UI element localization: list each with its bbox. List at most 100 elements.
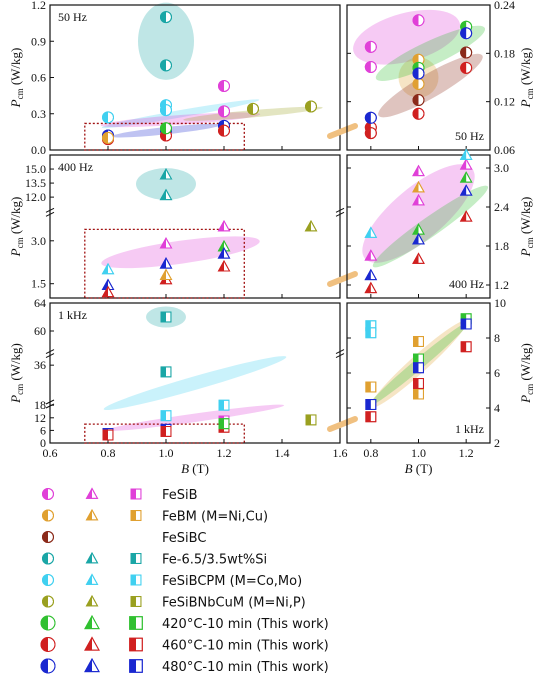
point-fesibcpm [101,262,115,275]
point-fesibcpm [160,104,172,117]
point-fesib [364,61,377,74]
band-fesibcpm [101,99,260,129]
point-t480 [365,399,377,410]
legend-item-febm: FeBM (M=Ni,Cu) [42,508,268,525]
legend-marker [85,487,99,499]
y-tick-label: 4 [494,401,500,415]
legend-label: FeBM (M=Ni,Cu) [162,510,268,525]
point-t480 [460,318,472,330]
legend-marker [42,574,54,586]
point-t460 [217,260,231,272]
y-tick-label: 0 [40,436,46,450]
band-fesibcpm [103,356,287,411]
point-t480 [364,268,378,281]
point-febm [365,381,377,393]
zoom-region [84,228,245,299]
point-t460 [364,281,378,294]
legend-item-fesibcpm: FeSiBCPM (M=Co,Mo) [42,573,302,589]
legend-marker [40,615,56,631]
point-fesibnbcum [247,102,259,115]
band-fesi [138,2,194,80]
point-fesibcpm [364,226,378,238]
point-fesibcpm [102,111,114,124]
point-t460 [364,127,377,140]
x-tick-label: 1.4 [275,446,290,460]
point-fesib [364,249,378,261]
point-t420 [218,418,230,430]
x-axis-label: B (T) [181,461,209,476]
point-fesi [159,188,173,201]
point-t460 [413,378,424,389]
axis-break [45,207,55,217]
point-t460 [160,426,172,437]
point-t480 [364,111,377,124]
point-fesib [412,164,425,177]
legend: FeSiB FeBM (M=Ni,Cu) FeSiBC Fe-6.5/3.5wt%Si… [40,487,329,675]
band-fesibc [378,53,483,118]
y-tick-label: 0.6 [31,71,46,85]
legend-label: 480°C-10 min (This work) [162,660,329,675]
y-tick-label: 64 [34,296,46,310]
point-t420 [160,122,172,135]
point-febm [412,180,425,193]
y-tick-label: 1.5 [31,277,46,291]
y-tick-label: 6 [494,366,500,380]
legend-marker [84,614,100,630]
point-fesibnbcum [304,219,318,232]
point-fesib [217,219,231,232]
y-tick-label: 0.18 [494,46,515,60]
point-t480 [159,257,173,269]
point-fesibc [412,94,425,107]
y-tick-label: 1.8 [494,239,509,253]
legend-marker [42,595,54,608]
band-fesi [136,168,196,200]
point-fesib [159,237,173,249]
y-tick-label: 3.0 [31,234,46,248]
x-tick-label: 0.8 [363,446,378,460]
axis-break [335,207,345,217]
legend-label: FeSiBCPM (M=Co,Mo) [162,574,302,589]
legend-marker [130,574,142,586]
point-febm [413,336,424,347]
y-tick-label: 1.2 [31,0,46,12]
legend-marker [130,596,142,607]
frequency-label: 1 kHz [58,308,87,322]
legend-item-fesibnbcum: FeSiBNbCuM (M=Ni,P) [42,594,306,611]
x-tick-label: 1.2 [459,446,474,460]
point-t460 [412,107,425,120]
frequency-label: 400 Hz [449,277,484,291]
point-t460 [459,210,473,222]
legend-marker [42,552,54,565]
legend-marker [40,637,56,652]
point-t460 [412,252,425,264]
zoom-arrow [327,271,358,287]
legend-marker [85,551,99,564]
panel-400Hz-left: 1.5 3.0 12.013.515.0 Pcm (W/kg) 400 Hz [8,154,358,299]
legend-item-fesi: Fe-6.5/3.5wt%Si [42,551,267,568]
legend-marker [84,636,100,651]
y-axis-label: Pcm (W/kg) [518,343,535,404]
point-fesi [160,366,172,378]
y-tick-label: 13.5 [25,176,46,190]
y-tick-label: 18 [34,398,46,412]
point-fesi [159,168,173,180]
point-t480 [459,184,473,196]
band-t420 [372,185,489,268]
legend-label: 420°C-10 min (This work) [162,617,329,632]
point-fesibcpm [365,327,377,339]
y-tick-label: 0.24 [494,0,515,12]
point-fesibcpm [160,410,172,422]
legend-marker [40,658,56,674]
point-t460 [101,285,115,298]
y-tick-label: 2.4 [494,200,509,214]
legend-item-t460: 460°C-10 min (This work) [40,636,329,654]
point-fesib [364,40,377,53]
frequency-label: 50 Hz [455,129,484,143]
x-tick-label: 1.0 [159,446,174,460]
legend-marker [130,510,142,521]
zoom-region [84,423,245,444]
point-fesibnbcum [305,414,317,426]
legend-marker [85,573,99,585]
